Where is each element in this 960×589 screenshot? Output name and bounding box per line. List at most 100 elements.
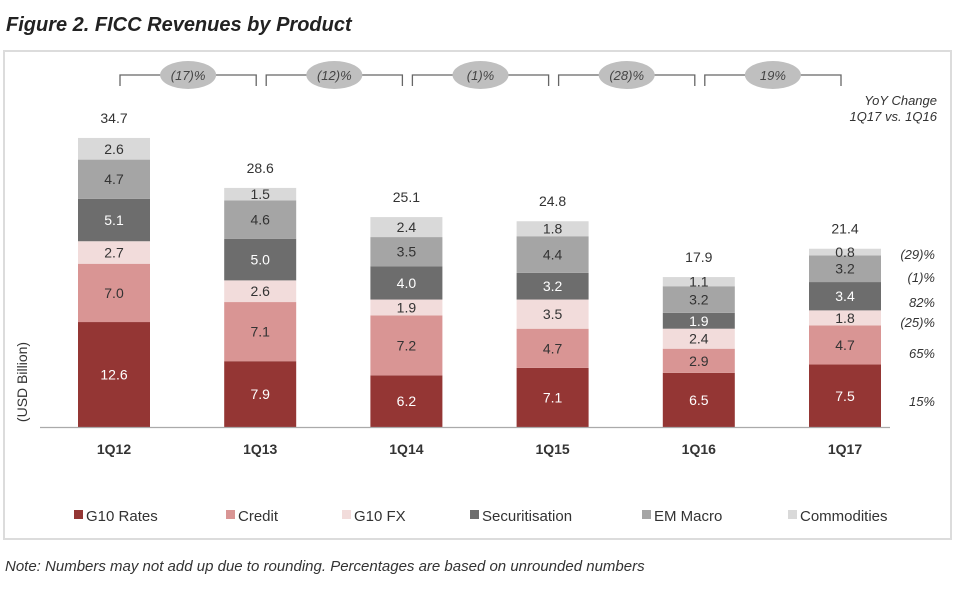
bar-segment-em-macro: [662, 286, 735, 313]
legend-swatch: [342, 510, 351, 519]
legend-item-commodities: Commodities: [788, 508, 888, 525]
bar-segment-commodities: [809, 248, 881, 256]
segment-value-label: 2.4: [397, 219, 417, 235]
legend-swatch: [470, 510, 479, 519]
bar-segment-g10-fx: [78, 241, 150, 264]
change-ellipse: [744, 61, 801, 89]
bar-segment-g10-fx: [224, 280, 297, 303]
bar-segment-commodities: [516, 221, 589, 237]
segment-value-label: 5.1: [104, 212, 124, 228]
change-ellipse: [452, 61, 509, 89]
footnote: Note: Numbers may not add up due to roun…: [5, 558, 645, 575]
bar-segment-securitisation: [224, 238, 297, 281]
legend-swatch: [226, 510, 235, 519]
yoy-header: YoY Change: [864, 93, 937, 108]
legend-label: Credit: [238, 508, 279, 525]
bar-segment-g10-rates: [809, 364, 881, 427]
bar-segment-credit: [662, 348, 735, 373]
yoy-change-em-macro: (1)%: [908, 270, 935, 285]
legend-item-em-macro: EM Macro: [642, 508, 722, 525]
change-ellipse: [306, 61, 363, 89]
bar-segment-credit: [516, 328, 589, 368]
bar-segment-commodities: [370, 217, 443, 238]
segment-value-label: 1.9: [397, 299, 417, 315]
yoy-change-credit: 65%: [909, 346, 935, 361]
yoy-change-g10-fx: (25)%: [900, 315, 935, 330]
period-change-label: (1)%: [467, 68, 494, 83]
bar-segment-credit: [370, 315, 443, 376]
period-change-label: (17)%: [171, 68, 206, 83]
yoy-change-securitisation: 82%: [909, 295, 935, 310]
period-change-bracket: 19%: [704, 61, 842, 89]
legend-label: G10 Rates: [86, 508, 158, 525]
period-change-bracket: (28)%: [557, 61, 696, 89]
period-change-label: (28)%: [609, 68, 644, 83]
category-label: 1Q12: [97, 441, 131, 457]
legend-swatch: [74, 510, 83, 519]
x-axis: 1Q12 1Q13 1Q14 1Q15 1Q16 1Q17: [40, 426, 890, 457]
bar-segment-commodities: [662, 277, 735, 287]
y-axis-label: (USD Billion): [14, 342, 30, 422]
bar-segment-g10-rates: [224, 361, 297, 427]
legend-label: EM Macro: [654, 508, 722, 525]
segment-value-label: 2.4: [689, 331, 709, 347]
segment-value-label: 4.7: [104, 171, 124, 187]
bar-segment-em-macro: [224, 200, 297, 239]
segment-value-label: 7.1: [250, 324, 270, 340]
segment-value-label: 7.9: [250, 386, 270, 402]
legend-label: Securitisation: [482, 508, 572, 525]
bar-segment-g10-rates: [516, 367, 589, 427]
segment-value-label: 6.5: [689, 392, 709, 408]
segment-value-label: 3.4: [835, 288, 855, 304]
yoy-header: 1Q17 vs. 1Q16: [850, 109, 938, 124]
segment-value-label: 4.4: [543, 247, 563, 263]
bar-stack-1q14: 6.2 7.2 1.9 4.0 3.5 2.4 25.1: [370, 189, 443, 427]
legend-item-g10-fx: G10 FX: [342, 508, 406, 525]
segment-value-label: 6.2: [397, 393, 417, 409]
segment-value-label: 12.6: [100, 367, 127, 383]
segment-value-label: 7.2: [397, 337, 417, 353]
bar-stack-1q13: 7.9 7.1 2.6 5.0 4.6 1.5 28.6: [224, 160, 297, 427]
period-change-brackets: (17)% (12)% (1)% (28)% 19%: [119, 61, 842, 89]
total-label: 34.7: [100, 110, 127, 126]
period-change-bracket: (17)%: [119, 61, 257, 89]
period-change-bracket: (1)%: [411, 61, 550, 89]
segment-value-label: 5.0: [250, 252, 270, 268]
bar-segment-g10-fx: [516, 299, 589, 329]
yoy-change-commodities: (29)%: [900, 247, 935, 262]
legend-item-credit: Credit: [226, 508, 279, 525]
total-label: 24.8: [539, 193, 566, 209]
segment-value-label: 7.1: [543, 389, 563, 405]
segment-value-label: 3.5: [397, 244, 417, 260]
bar-stack-1q17: 7.5 4.7 1.8 3.4 3.20.8 21.4: [809, 221, 881, 427]
segment-value-label: 7.0: [104, 285, 124, 301]
bar-stack-1q12: 12.6 7.0 2.7 5.1 4.7 2.6 34.7: [78, 110, 150, 427]
legend-item-securitisation: Securitisation: [470, 508, 572, 525]
segment-value-label: 3.2: [689, 292, 709, 308]
bar-segment-credit: [809, 325, 881, 365]
bar-stack-1q15: 7.1 4.7 3.5 3.2 4.4 1.8 24.8: [516, 193, 589, 427]
bar-segment-em-macro: [516, 236, 589, 273]
bar-segment-commodities: [78, 137, 150, 160]
change-ellipse: [160, 61, 217, 89]
bar-segment-g10-fx: [370, 299, 443, 316]
total-label: 28.6: [247, 160, 274, 176]
segment-value-label: 3.2: [543, 278, 563, 294]
bar-segment-g10-rates: [662, 372, 735, 427]
segment-value-label: 4.7: [835, 337, 855, 353]
segment-value-label: 4.0: [397, 275, 417, 291]
bar-segment-securitisation: [662, 312, 735, 329]
total-label: 25.1: [393, 189, 420, 205]
total-label: 21.4: [831, 221, 858, 237]
legend-swatch: [788, 510, 797, 519]
period-change-bracket: (12)%: [265, 61, 404, 89]
legend-swatch: [642, 510, 651, 519]
segment-value-label: 2.9: [689, 353, 709, 369]
segment-value-label: 2.6: [250, 283, 270, 299]
segment-value-label: 1.9: [689, 313, 709, 329]
bar-segment-commodities: [224, 187, 297, 201]
change-ellipse: [598, 61, 655, 89]
segment-value-label: 1.8: [543, 221, 563, 237]
category-label: 1Q16: [682, 441, 716, 457]
figure-title: Figure 2. FICC Revenues by Product: [6, 14, 352, 36]
